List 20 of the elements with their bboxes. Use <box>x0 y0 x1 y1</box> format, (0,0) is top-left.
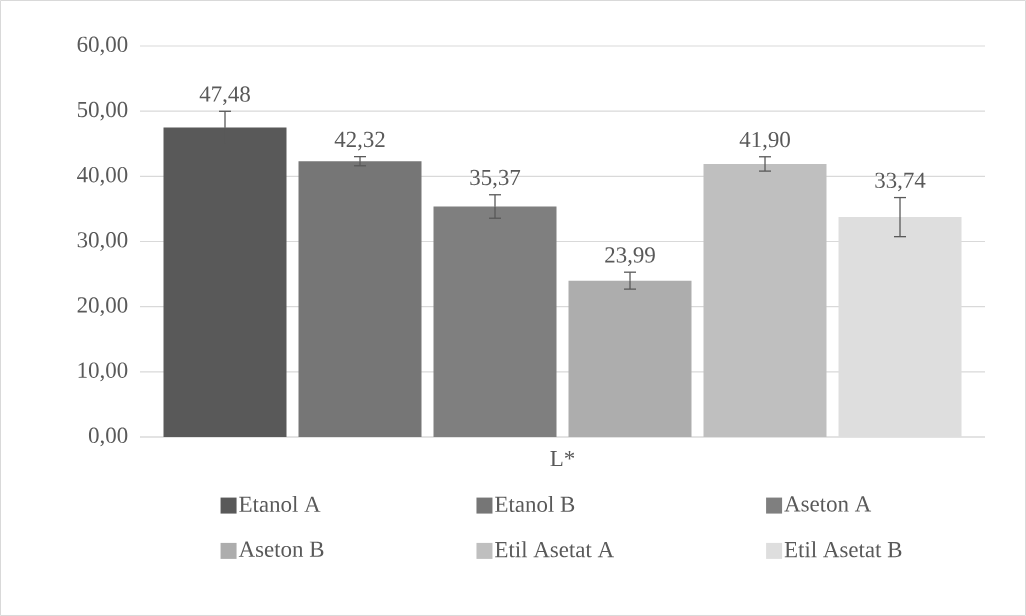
data-label: 33,74 <box>875 172 926 192</box>
legend-label: Aseton B <box>238 541 324 557</box>
data-label: 35,37 <box>470 169 521 189</box>
data-label: 42,32 <box>334 131 385 151</box>
y-tick-label: 30,00 <box>77 232 128 251</box>
legend-label: Etanol B <box>495 495 575 513</box>
data-label: 23,99 <box>605 247 655 266</box>
y-tick-label: 20,00 <box>77 297 128 317</box>
legend-label: Etil Asetat A <box>495 541 614 558</box>
data-label: 47,48 <box>199 86 250 106</box>
y-tick-label: 60,00 <box>77 36 128 56</box>
legend-label: Etanol A <box>239 495 321 513</box>
legend-label: Etil Asetat B <box>784 541 902 558</box>
y-tick-label: 10,00 <box>78 362 128 382</box>
y-tick-label: 50,00 <box>77 101 128 121</box>
legend-label: Aseton A <box>784 496 872 512</box>
y-tick-label: 40,00 <box>77 166 128 186</box>
data-label: 41,90 <box>739 131 790 151</box>
x-tick-label: L* <box>550 451 575 467</box>
y-tick-label: 0,00 <box>88 427 128 447</box>
